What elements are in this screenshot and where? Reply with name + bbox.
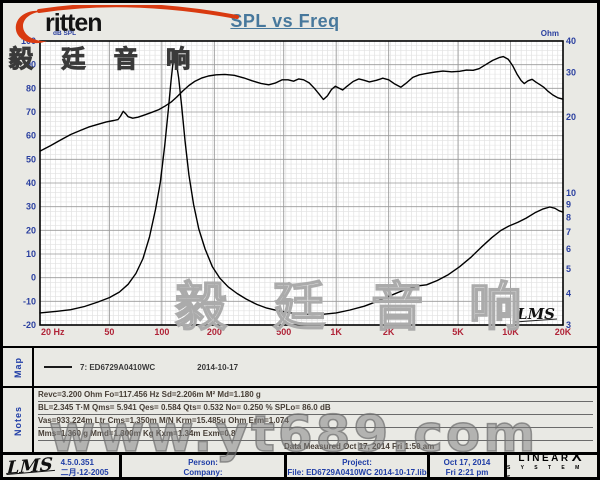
svg-text:10K: 10K bbox=[502, 327, 519, 337]
legend-curve-name: 7: ED6729A0410WC bbox=[80, 362, 156, 372]
lms-version: 4.5.0.351 bbox=[60, 457, 94, 467]
linearx-logo: LINEAR bbox=[518, 455, 571, 464]
svg-text:10: 10 bbox=[566, 188, 576, 198]
svg-text:LMS: LMS bbox=[516, 305, 555, 323]
statusbar-person-cell: Person: Company: bbox=[122, 455, 287, 477]
svg-text:7: 7 bbox=[566, 227, 571, 237]
status-date: Oct 17, 2014 bbox=[443, 457, 491, 467]
svg-text:20: 20 bbox=[566, 112, 576, 122]
statusbar-datetime-cell: Oct 17, 2014 Fri 2:21 pm bbox=[430, 455, 507, 477]
svg-text:2K: 2K bbox=[383, 327, 395, 337]
svg-text:200: 200 bbox=[207, 327, 222, 337]
svg-text:70: 70 bbox=[26, 107, 36, 117]
svg-text:90: 90 bbox=[26, 60, 36, 70]
logo-text: ritten bbox=[45, 9, 102, 37]
linearx-systems-label: S Y S T E M S bbox=[507, 465, 584, 480]
note-line-ts-params-4: Mms=1.360 g Mmd=1.300m Kg Kxm=1.34m Exm=… bbox=[38, 428, 593, 441]
lms-version-date: 二月-12-2005 bbox=[60, 467, 109, 477]
map-legend: 7: ED6729A0410WC 2014-10-17 bbox=[34, 348, 597, 386]
svg-text:50: 50 bbox=[26, 154, 36, 164]
svg-text:1K: 1K bbox=[330, 327, 342, 337]
person-label: Person: bbox=[188, 457, 218, 467]
svg-text:30: 30 bbox=[566, 68, 576, 78]
note-line-ts-params-2: BL=2.345 T·M Qms= 5.941 Qes= 0.584 Qts= … bbox=[38, 402, 593, 415]
spl-freq-chart: -20 -10 0 10 20 30 40 50 60 70 80 90 100 40 30 20 10 9 8 7 6… bbox=[21, 29, 576, 337]
legend-curve-date: 2014-10-17 bbox=[197, 362, 239, 372]
map-section: Map 7: ED6729A0410WC 2014-10-17 bbox=[3, 346, 597, 386]
svg-text:80: 80 bbox=[26, 83, 36, 93]
map-label: Map bbox=[12, 356, 23, 378]
logo-swoosh-icon bbox=[15, 5, 239, 44]
svg-text:0: 0 bbox=[31, 273, 36, 283]
statusbar-version-cell: LMS 4.5.0.351 二月-12-2005 bbox=[3, 455, 122, 480]
eritten-logo: ritten bbox=[9, 5, 249, 45]
chart-panel: -20 -10 0 10 20 30 40 50 60 70 80 90 100 40 30 20 10 9 8 7 6… bbox=[3, 3, 597, 345]
notes-strip: Notes bbox=[3, 388, 34, 454]
svg-text:Ohm: Ohm bbox=[541, 29, 559, 38]
svg-text:50: 50 bbox=[104, 327, 114, 337]
svg-text:20 Hz: 20 Hz bbox=[41, 327, 65, 337]
notes-label: Notes bbox=[12, 405, 23, 436]
svg-text:40: 40 bbox=[26, 178, 36, 188]
statusbar-brand-cell: LINEAR X S Y S T E M S bbox=[507, 455, 593, 480]
note-line-ts-params-1: Revc=3.200 Ohm Fo=117.456 Hz Sd=2.206m M… bbox=[38, 389, 593, 402]
lms-logo: LMS bbox=[6, 455, 56, 480]
notes-body: Revc=3.200 Ohm Fo=117.456 Hz Sd=2.206m M… bbox=[34, 388, 597, 454]
statusbar-project-cell: Project: File: ED6729A0410WC 2014-10-17.… bbox=[287, 455, 430, 477]
svg-text:-10: -10 bbox=[23, 296, 36, 306]
svg-text:4: 4 bbox=[566, 288, 571, 298]
svg-text:60: 60 bbox=[26, 131, 36, 141]
status-time: Fri 2:21 pm bbox=[445, 467, 489, 477]
note-line-ts-params-3: Vas=933.224m Ltr Cms=1.350m M/N Krm=15.4… bbox=[38, 415, 593, 428]
page-title: SPL vs Freq bbox=[230, 11, 340, 31]
project-label: Project: bbox=[342, 457, 372, 467]
svg-text:40: 40 bbox=[566, 36, 576, 46]
svg-text:3: 3 bbox=[566, 320, 571, 330]
svg-text:6: 6 bbox=[566, 244, 571, 254]
notes-section: Notes Revc=3.200 Ohm Fo=117.456 Hz Sd=2.… bbox=[3, 386, 597, 454]
svg-text:5: 5 bbox=[566, 264, 571, 274]
company-label: Company: bbox=[183, 467, 223, 477]
svg-text:100: 100 bbox=[154, 327, 169, 337]
svg-text:30: 30 bbox=[26, 202, 36, 212]
linearx-logo-x: X bbox=[571, 455, 582, 465]
svg-text:5K: 5K bbox=[452, 327, 464, 337]
svg-text:20: 20 bbox=[26, 225, 36, 235]
svg-text:8: 8 bbox=[566, 212, 571, 222]
status-bar: LMS 4.5.0.351 二月-12-2005 Person: Company… bbox=[3, 452, 597, 480]
svg-text:500: 500 bbox=[276, 327, 291, 337]
svg-text:10: 10 bbox=[26, 249, 36, 259]
svg-text:9: 9 bbox=[566, 200, 571, 210]
svg-text:dB SPL: dB SPL bbox=[53, 30, 76, 37]
project-file: File: ED6729A0410WC 2014-10-17.lib bbox=[287, 467, 427, 477]
map-strip: Map bbox=[3, 348, 34, 386]
svg-text:20K: 20K bbox=[555, 327, 572, 337]
legend-line-sample bbox=[44, 366, 72, 368]
svg-text:-20: -20 bbox=[23, 320, 36, 330]
